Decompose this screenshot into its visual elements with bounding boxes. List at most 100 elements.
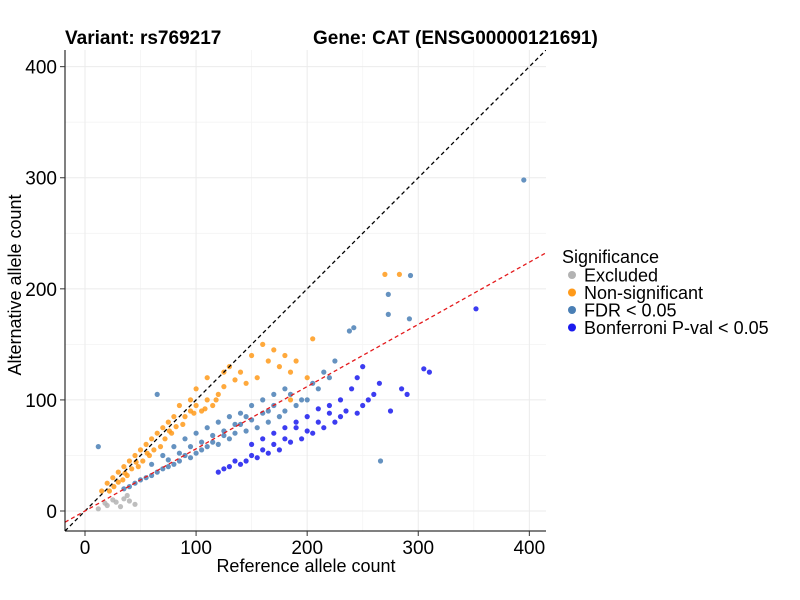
data-point xyxy=(282,408,288,414)
data-point xyxy=(396,271,402,277)
data-point xyxy=(304,428,310,434)
data-point xyxy=(521,177,527,183)
data-point xyxy=(385,311,391,317)
data-point xyxy=(204,444,210,450)
data-point xyxy=(165,457,171,463)
data-point xyxy=(226,464,232,470)
data-point xyxy=(210,402,216,409)
x-tick-label: 0 xyxy=(80,538,91,559)
data-point xyxy=(110,475,116,481)
data-point xyxy=(176,458,182,464)
data-point xyxy=(332,358,338,364)
data-points xyxy=(65,50,546,531)
data-point xyxy=(237,369,244,375)
y-tick-label: 400 xyxy=(25,58,57,79)
data-point xyxy=(199,447,205,453)
data-point xyxy=(221,384,227,390)
data-point xyxy=(287,369,294,375)
data-point xyxy=(162,436,168,442)
data-point xyxy=(243,380,249,386)
data-point xyxy=(143,441,149,447)
data-point xyxy=(287,439,294,445)
data-point xyxy=(132,452,138,459)
data-point xyxy=(349,386,355,392)
data-point xyxy=(151,447,157,453)
data-point xyxy=(102,500,108,506)
data-point xyxy=(276,447,282,453)
data-point xyxy=(226,414,232,420)
data-point xyxy=(377,458,384,464)
data-point xyxy=(193,386,199,392)
data-point xyxy=(237,421,244,427)
data-point xyxy=(124,492,130,499)
data-point xyxy=(176,402,182,409)
data-point xyxy=(221,432,227,439)
data-point xyxy=(282,352,288,359)
data-point xyxy=(249,352,255,359)
data-point xyxy=(243,414,249,420)
data-point xyxy=(321,425,327,431)
data-point xyxy=(371,391,377,397)
data-point xyxy=(243,428,249,434)
data-point xyxy=(243,458,249,464)
data-point xyxy=(210,439,216,445)
legend-title: Significance xyxy=(562,247,659,267)
data-point xyxy=(232,377,238,383)
data-point xyxy=(210,432,216,439)
legend-swatch xyxy=(568,306,576,314)
data-point xyxy=(165,419,171,425)
x-tick-label: 100 xyxy=(180,538,212,559)
data-point xyxy=(104,480,110,486)
legend-item-label: Excluded xyxy=(584,266,658,286)
data-point xyxy=(121,464,127,470)
data-point xyxy=(321,369,327,375)
data-point xyxy=(304,414,310,420)
x-tick-label: 300 xyxy=(402,538,434,559)
data-point xyxy=(276,364,282,370)
data-point xyxy=(276,414,282,420)
data-point xyxy=(193,430,199,436)
x-tick-label: 400 xyxy=(513,538,545,559)
data-point xyxy=(249,452,255,459)
data-point xyxy=(182,414,188,420)
data-point xyxy=(376,380,382,386)
data-point xyxy=(171,444,177,450)
data-point xyxy=(187,397,194,403)
data-point xyxy=(213,397,219,403)
data-point xyxy=(282,386,288,392)
data-point xyxy=(221,466,227,472)
data-point xyxy=(254,375,260,381)
data-point xyxy=(232,430,238,436)
legend-item-label: Non-significant xyxy=(584,283,703,303)
data-point xyxy=(265,358,271,364)
data-point xyxy=(385,291,391,297)
data-point xyxy=(354,410,360,416)
data-point xyxy=(326,375,332,381)
legend-item-label: FDR < 0.05 xyxy=(584,301,677,321)
data-point xyxy=(193,402,199,409)
data-point xyxy=(293,358,299,364)
data-point xyxy=(399,386,405,392)
data-point xyxy=(326,410,332,416)
data-point xyxy=(154,469,160,475)
data-point xyxy=(149,461,155,467)
x-tick-label: 200 xyxy=(291,538,323,559)
data-point xyxy=(95,444,101,450)
data-point xyxy=(260,341,266,347)
data-point xyxy=(165,464,171,470)
data-point xyxy=(360,364,366,370)
data-point xyxy=(310,336,316,342)
chart-title-gene: Gene: CAT (ENSG00000121691) xyxy=(313,28,598,49)
data-point xyxy=(180,421,186,427)
data-point xyxy=(215,419,221,425)
data-point xyxy=(254,425,260,431)
data-point xyxy=(117,504,124,510)
reference-line-fit xyxy=(65,252,546,523)
data-point xyxy=(473,306,479,312)
data-point xyxy=(293,419,299,425)
data-point xyxy=(382,271,388,277)
data-point xyxy=(106,488,112,494)
data-point xyxy=(407,272,414,279)
